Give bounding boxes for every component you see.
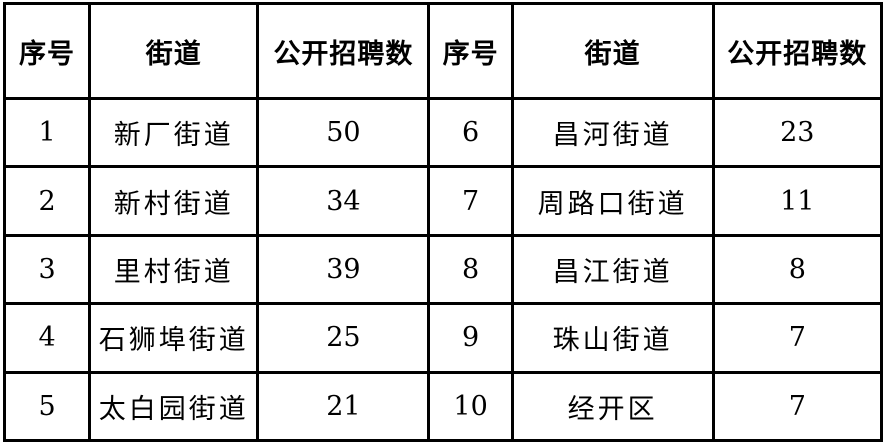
serial-cell: 5 (2, 370, 92, 443)
serial-cell: 9 (427, 302, 514, 374)
street-cell: 太白园街道 (88, 370, 260, 443)
count-cell: 11 (711, 165, 884, 237)
street-cell: 里村街道 (88, 233, 260, 306)
street-cell: 珠山街道 (510, 302, 715, 374)
table-row: 1 新厂街道 50 6 昌河街道 23 (2, 96, 884, 169)
street-cell: 昌江街道 (510, 233, 715, 306)
serial-cell: 6 (427, 96, 514, 169)
count-cell: 7 (711, 302, 884, 374)
count-cell: 7 (711, 370, 884, 443)
table-body: 1 新厂街道 50 6 昌河街道 23 2 新村街道 34 7 周路口街道 11 3 里村街道 39 8 昌江街… (2, 96, 884, 443)
column-header-count-right: 公开招聘数 (711, 2, 884, 100)
serial-cell: 10 (427, 370, 514, 443)
count-cell: 21 (256, 370, 431, 443)
column-header-count-left: 公开招聘数 (256, 2, 431, 100)
header-row: 序号 街道 公开招聘数 序号 街道 公开招聘数 (2, 2, 884, 100)
count-cell: 39 (256, 233, 431, 306)
column-header-street-left: 街道 (88, 2, 260, 100)
count-cell: 50 (256, 96, 431, 169)
serial-cell: 1 (2, 96, 92, 169)
table-row: 2 新村街道 34 7 周路口街道 11 (2, 165, 884, 237)
serial-cell: 8 (427, 233, 514, 306)
column-header-serial-right: 序号 (427, 2, 514, 100)
count-cell: 23 (711, 96, 884, 169)
serial-cell: 4 (2, 302, 92, 374)
street-cell: 新厂街道 (88, 96, 260, 169)
street-cell: 周路口街道 (510, 165, 715, 237)
street-cell: 石狮埠街道 (88, 302, 260, 374)
serial-cell: 3 (2, 233, 92, 306)
serial-cell: 2 (2, 165, 92, 237)
table-row: 5 太白园街道 21 10 经开区 7 (2, 370, 884, 443)
count-cell: 34 (256, 165, 431, 237)
street-cell: 新村街道 (88, 165, 260, 237)
table-row: 3 里村街道 39 8 昌江街道 8 (2, 233, 884, 306)
street-cell: 经开区 (510, 370, 715, 443)
count-cell: 8 (711, 233, 884, 306)
serial-cell: 7 (427, 165, 514, 237)
table-row: 4 石狮埠街道 25 9 珠山街道 7 (2, 302, 884, 374)
street-cell: 昌河街道 (510, 96, 715, 169)
column-header-serial-left: 序号 (2, 2, 92, 100)
count-cell: 25 (256, 302, 431, 374)
column-header-street-right: 街道 (510, 2, 715, 100)
